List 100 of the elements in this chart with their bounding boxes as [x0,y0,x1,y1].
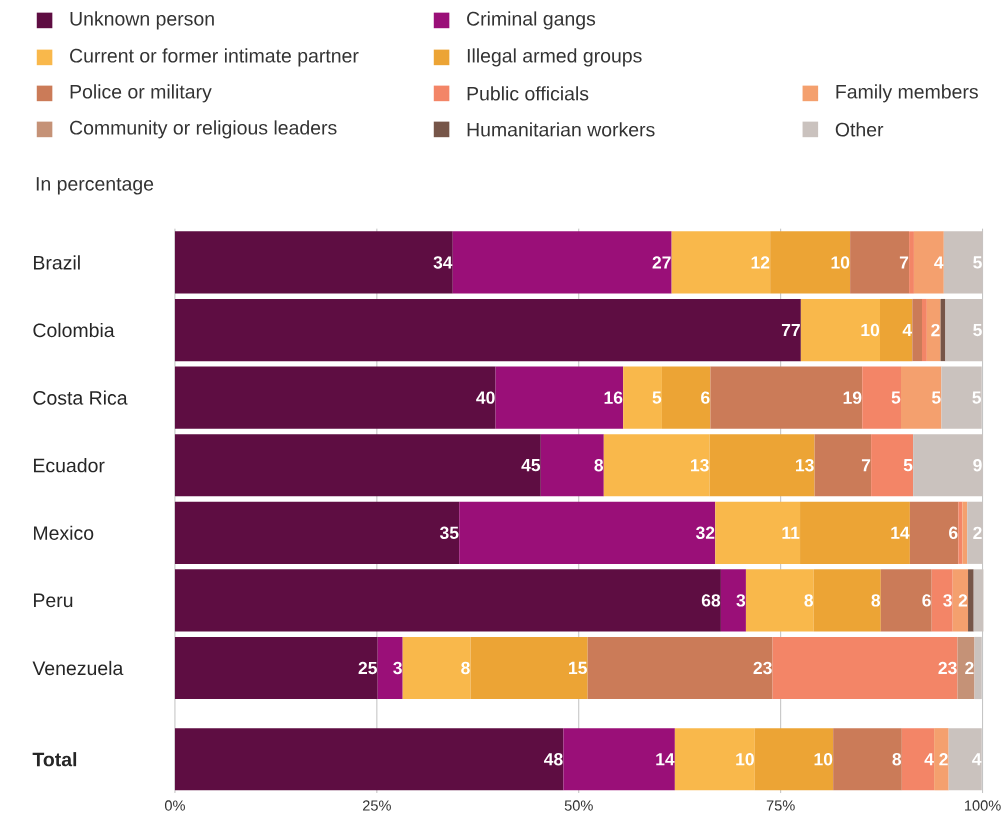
legend-label: Other [835,122,884,137]
data-label: 12 [751,256,770,269]
data-label: 13 [796,458,814,472]
y-tick-label: Mexico [34,525,94,540]
data-label: 2 [973,526,982,539]
data-label: 8 [461,661,470,675]
data-label: 9 [973,458,982,472]
data-label: 6 [701,391,710,404]
bar [926,298,941,362]
data-label: 5 [973,323,982,337]
x-tick-label: 25% [362,800,391,811]
bar [470,636,588,699]
data-label: 40 [476,391,495,404]
data-label: 7 [861,459,871,472]
bar [710,366,863,429]
data-label: 25 [358,661,377,675]
bar [800,298,880,362]
data-label: 14 [891,526,910,539]
bar [909,231,914,294]
bar [174,231,453,294]
data-label: 27 [652,256,671,269]
data-label: 3 [943,594,952,607]
data-label: 10 [814,752,833,766]
data-label: 2 [958,594,968,607]
bar [931,569,953,632]
data-label: 19 [843,391,862,404]
data-label: 2 [965,661,974,674]
data-label: 8 [804,594,814,607]
data-label: 32 [695,526,715,539]
y-tick-label: Venezuela [32,660,124,675]
bar [909,501,959,564]
x-tick-label: 0% [164,800,185,811]
data-label: 10 [831,256,850,269]
bar [922,298,927,362]
bar [459,501,716,564]
data-label: 10 [736,752,754,766]
y-tick-label: Ecuador [34,457,105,473]
bar [174,434,541,497]
legend-label: Criminal gangs [467,11,596,30]
bar [814,434,872,497]
data-label: 4 [972,753,982,766]
data-label: 5 [891,391,901,404]
data-label: 6 [922,594,931,607]
legend-label: Community or religious leaders [70,120,337,139]
bar [880,569,932,632]
legend-label: Public officials [467,86,589,101]
data-label: 6 [949,526,958,539]
data-label: 2 [931,323,940,337]
bar [901,366,942,429]
bar [871,434,914,497]
data-label: 11 [782,526,800,539]
y-tick-label: Costa Rica [33,390,128,405]
y-tick-label: Brazil [34,255,80,270]
legend-label: Family members [836,84,978,103]
bar [968,569,974,632]
bar [174,501,460,564]
data-label: 5 [903,458,913,472]
bar [862,366,901,429]
data-label: 48 [543,752,563,766]
bar [402,636,471,699]
bar [745,569,814,632]
bar [671,231,771,294]
chart-subtitle: In percentage [36,177,154,195]
bar [913,231,944,294]
data-label: 77 [781,323,800,336]
bar [720,569,746,632]
x-tick-label: 75% [766,800,795,811]
data-label: 4 [934,256,944,269]
data-label: 15 [569,661,587,674]
legend-label: Current or former intimate partner [70,48,359,67]
data-label: 68 [701,594,721,607]
data-label: 7 [899,256,909,269]
data-label: 4 [924,753,934,766]
data-label: 3 [393,661,402,675]
bar [495,366,624,429]
data-label: 10 [861,323,880,337]
legend-label: Humanitarian workers [467,122,655,137]
y-tick-label: Peru [34,593,73,608]
bar [772,636,958,699]
data-label: 2 [939,752,948,766]
bar [952,569,969,632]
x-tick-label: 100% [965,800,1001,811]
bar [174,569,721,632]
data-label: 5 [931,391,941,404]
bar [377,636,403,699]
data-label: 5 [972,391,982,404]
bar [623,366,662,429]
bar [174,636,378,699]
data-label: 35 [439,526,459,539]
data-label: 45 [521,458,541,472]
bar [540,434,604,497]
data-label: 16 [604,391,623,404]
bar [813,569,881,632]
data-label: 4 [902,323,913,336]
x-tick-label: 50% [564,800,593,811]
bar [962,501,968,564]
bar [715,501,801,564]
bar [912,298,922,362]
data-label: 8 [594,458,604,472]
data-label: 8 [892,752,902,766]
